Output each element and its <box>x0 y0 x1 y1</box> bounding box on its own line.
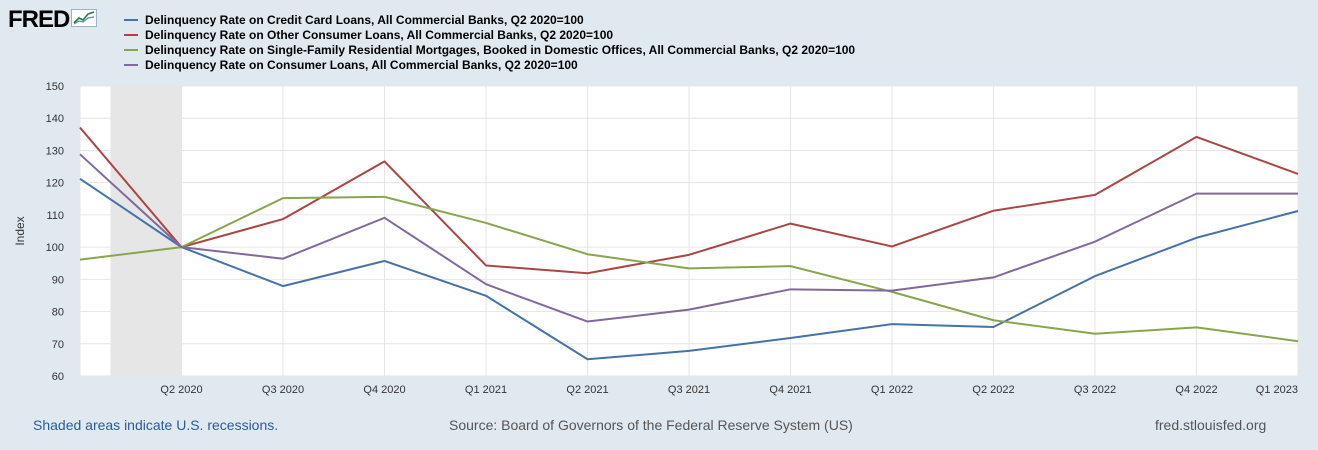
legend-swatch-consumer <box>124 63 138 66</box>
x-tick-label: Q2 2022 <box>972 384 1014 396</box>
x-tick-label: Q4 2020 <box>363 384 405 396</box>
y-tick-label: 80 <box>52 307 64 319</box>
legend-item: Delinquency Rate on Single-Family Reside… <box>124 42 855 57</box>
recession-shading <box>110 86 182 376</box>
logo-text: FRED <box>8 6 70 33</box>
legend-item: Delinquency Rate on Other Consumer Loans… <box>124 27 855 42</box>
chart-legend: Delinquency Rate on Credit Card Loans, A… <box>124 12 855 72</box>
legend-item: Delinquency Rate on Consumer Loans, All … <box>124 57 855 72</box>
y-tick-label: 90 <box>52 274 64 286</box>
fred-logo[interactable]: FRED <box>8 6 98 34</box>
x-tick-label: Q1 2022 <box>871 384 913 396</box>
legend-label: Delinquency Rate on Credit Card Loans, A… <box>145 12 584 27</box>
legend-swatch-credit-card <box>124 18 138 21</box>
legend-swatch-other-consumer <box>124 33 138 36</box>
y-tick-label: 110 <box>46 210 64 222</box>
legend-label: Delinquency Rate on Single-Family Reside… <box>145 42 856 57</box>
x-tick-label: Q2 2020 <box>160 384 202 396</box>
x-tick-label: Q2 2021 <box>566 384 608 396</box>
y-axis-title: Index <box>13 216 27 245</box>
y-tick-label: 70 <box>52 339 64 351</box>
x-tick-label: Q3 2022 <box>1074 384 1116 396</box>
y-tick-label: 150 <box>46 81 64 93</box>
recession-note: Shaded areas indicate U.S. recessions. <box>33 417 279 433</box>
series-line-1[interactable] <box>79 126 1299 275</box>
source-note: Source: Board of Governors of the Federa… <box>449 417 853 433</box>
x-tick-label: Q1 2021 <box>465 384 507 396</box>
x-tick-label: Q4 2022 <box>1175 384 1217 396</box>
x-tick-label: Q1 2023 <box>1256 384 1298 396</box>
series-line-3[interactable] <box>79 153 1298 323</box>
y-tick-label: 140 <box>46 113 64 125</box>
legend-swatch-mortgages <box>124 48 138 51</box>
line-chart: 60 70 80 90 100 110 120 130 140 150 Q2 2020 Q3 2020… <box>13 81 1299 396</box>
y-tick-label: 60 <box>52 371 64 383</box>
fred-chart-icon <box>71 8 98 32</box>
legend-label: Delinquency Rate on Consumer Loans, All … <box>145 57 578 72</box>
legend-label: Delinquency Rate on Other Consumer Loans… <box>145 27 614 42</box>
y-tick-label: 130 <box>46 145 64 157</box>
series-line-0[interactable] <box>79 177 1299 361</box>
x-tick-label: Q3 2021 <box>668 384 710 396</box>
y-tick-label: 120 <box>46 178 64 190</box>
site-link[interactable]: fred.stlouisfed.org <box>1155 417 1267 433</box>
legend-item: Delinquency Rate on Credit Card Loans, A… <box>124 12 855 27</box>
x-tick-label: Q4 2021 <box>769 384 811 396</box>
series-line-2[interactable] <box>79 195 1299 343</box>
y-tick-label: 100 <box>46 242 64 254</box>
x-tick-label: Q3 2020 <box>262 384 304 396</box>
